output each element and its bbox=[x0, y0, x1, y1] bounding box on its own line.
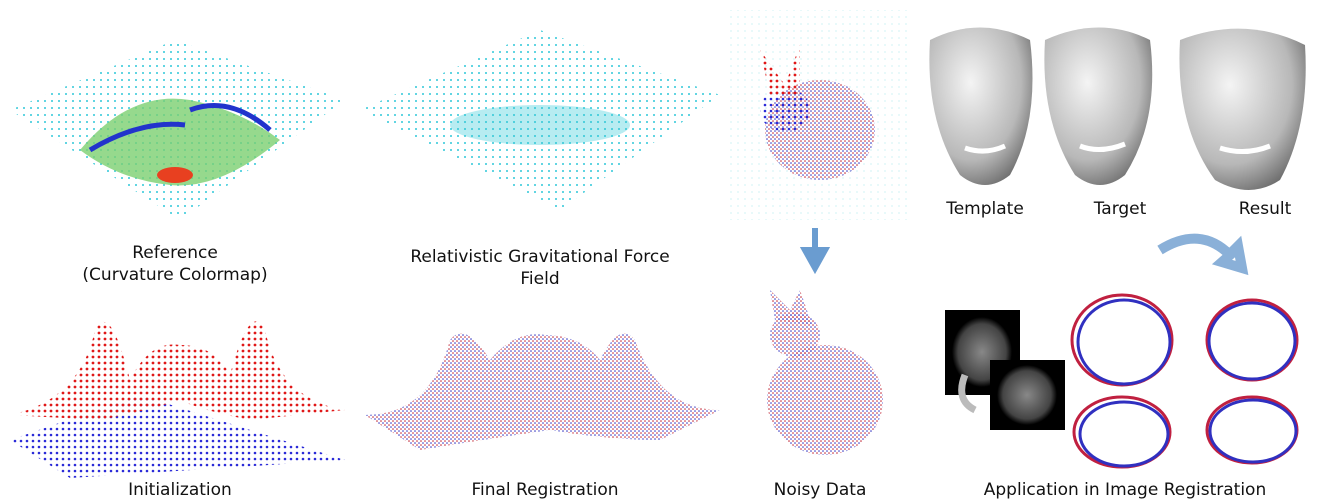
initialization-plot bbox=[10, 321, 345, 478]
caption: Reference(Curvature Colormap) bbox=[82, 243, 267, 285]
noisy-bunny-after bbox=[767, 290, 883, 455]
caption-line: Relativistic Gravitational Force bbox=[410, 247, 669, 267]
faces bbox=[929, 28, 1305, 191]
caption: Initialization bbox=[128, 480, 232, 499]
force-field bbox=[360, 30, 720, 210]
contours bbox=[1072, 295, 1297, 467]
caption-line: Field bbox=[520, 269, 559, 289]
caption: Application in Image Registration bbox=[984, 480, 1266, 499]
arrow bbox=[1160, 239, 1242, 268]
arrow bbox=[805, 228, 825, 268]
face-label: Target bbox=[1093, 199, 1147, 219]
registration-plot bbox=[365, 333, 720, 450]
caption: Noisy Data bbox=[774, 480, 867, 499]
page: Reference(Curvature Colormap) Relativist… bbox=[0, 0, 1317, 499]
mri-images bbox=[945, 310, 1065, 430]
reference-surface bbox=[10, 40, 345, 220]
face-label: Result bbox=[1239, 199, 1292, 219]
noisy-bunny-before bbox=[730, 10, 910, 220]
caption-line: (Curvature Colormap) bbox=[82, 265, 267, 285]
caption-line: Reference bbox=[132, 243, 218, 263]
caption: Final Registration bbox=[471, 480, 618, 499]
face-label: Template bbox=[945, 199, 1024, 219]
figure: Reference(Curvature Colormap) Relativist… bbox=[0, 0, 1317, 499]
